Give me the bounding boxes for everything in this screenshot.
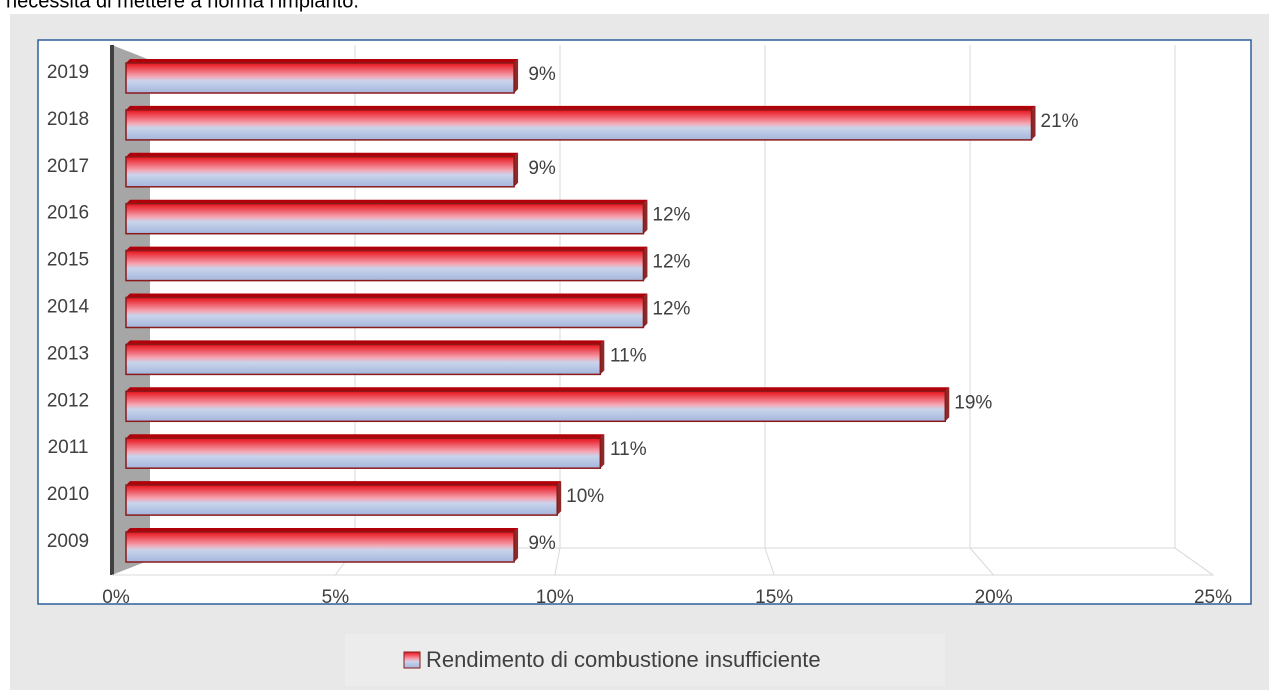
bar bbox=[125, 202, 645, 235]
data-label: 21% bbox=[1041, 111, 1079, 132]
data-label: 12% bbox=[652, 299, 690, 320]
data-label: 12% bbox=[652, 205, 690, 226]
x-tick-label: 15% bbox=[755, 587, 793, 608]
data-label: 10% bbox=[566, 486, 604, 507]
y-tick-label: 2015 bbox=[47, 250, 89, 271]
bar-side bbox=[514, 528, 519, 562]
data-label: 11% bbox=[610, 345, 647, 366]
bar-side bbox=[945, 387, 950, 422]
bar-side bbox=[1031, 105, 1036, 140]
bar-side bbox=[643, 246, 648, 281]
y-tick-label: 2014 bbox=[47, 297, 90, 318]
bar-side bbox=[514, 59, 519, 93]
bar bbox=[125, 343, 602, 376]
x-tick-label: 5% bbox=[322, 587, 350, 608]
bar bbox=[125, 109, 1033, 141]
bar-side bbox=[557, 481, 562, 516]
y-tick-label: 2012 bbox=[47, 390, 89, 411]
data-label: 19% bbox=[954, 392, 992, 413]
x-tick-label: 25% bbox=[1194, 587, 1232, 608]
x-tick-label: 0% bbox=[102, 587, 130, 608]
bar-top bbox=[126, 481, 562, 486]
y-tick-label: 2009 bbox=[47, 531, 89, 552]
legend bbox=[345, 634, 945, 686]
data-label: 11% bbox=[610, 439, 647, 460]
legend-label: Rendimento di combustione insufficiente bbox=[426, 647, 821, 672]
y-tick-label: 2010 bbox=[47, 484, 89, 505]
bar-top bbox=[126, 246, 648, 251]
data-label: 12% bbox=[652, 252, 690, 273]
grid-line bbox=[969, 45, 994, 576]
y-tick-label: 2016 bbox=[47, 203, 89, 224]
bar bbox=[125, 484, 558, 516]
bar bbox=[125, 437, 602, 469]
bar bbox=[125, 249, 645, 282]
x-tick-label: 20% bbox=[975, 587, 1013, 608]
bar-top bbox=[126, 340, 605, 345]
bar-top bbox=[126, 293, 648, 298]
y-tick-label: 2017 bbox=[47, 156, 89, 177]
bar-top bbox=[126, 105, 1036, 110]
bar-side bbox=[514, 152, 519, 187]
bar-side bbox=[643, 199, 648, 234]
y-tick-label: 2013 bbox=[47, 343, 89, 364]
grid-line bbox=[1174, 45, 1214, 576]
y-tick-label: 2018 bbox=[47, 109, 89, 130]
y-tick-label: 2019 bbox=[47, 62, 89, 83]
bar-top bbox=[126, 152, 519, 157]
bar bbox=[125, 296, 645, 329]
bar-side bbox=[600, 434, 605, 469]
grid-line bbox=[764, 45, 775, 576]
bar-top bbox=[126, 387, 950, 392]
legend-swatch bbox=[403, 651, 421, 669]
bar-top bbox=[126, 434, 605, 439]
data-label: 9% bbox=[528, 158, 556, 179]
bar-side bbox=[643, 293, 648, 328]
data-label: 9% bbox=[528, 533, 556, 554]
bar-top bbox=[126, 199, 648, 204]
context-text: necessità di mettere a norma l'impianto. bbox=[6, 0, 359, 12]
y-tick-label: 2011 bbox=[48, 437, 89, 458]
bar bbox=[125, 62, 515, 94]
data-label: 9% bbox=[528, 64, 556, 85]
x-tick-label: 10% bbox=[536, 587, 574, 608]
bar-top bbox=[126, 528, 519, 532]
bar-side bbox=[600, 340, 605, 375]
bar bbox=[125, 531, 515, 563]
bar-top bbox=[126, 59, 519, 63]
bar bbox=[125, 390, 947, 423]
bar bbox=[125, 156, 515, 188]
